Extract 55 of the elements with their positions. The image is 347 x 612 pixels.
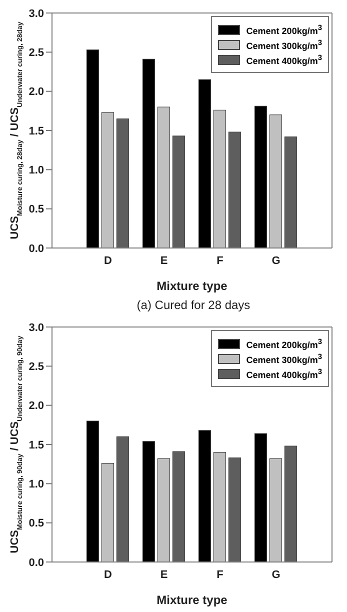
bar [172,136,186,248]
y-tick-label: 0.0 [28,556,44,569]
legend-label: Cement 300kg/m$^{3}$ [246,352,322,365]
bar [228,458,242,562]
bar [142,58,156,248]
bar [254,433,268,562]
x-tick-label: G [272,568,280,581]
y-tick-label: 1.0 [28,478,44,491]
y-tick-label: 1.5 [28,439,44,452]
bar [116,118,130,248]
y-tick-label: 2.0 [28,86,44,98]
legend-label: Cement 200kg/m$^{3}$ [246,337,322,350]
x-tick-label: E [160,254,168,267]
bar [213,110,226,248]
bar [86,50,100,248]
x-tick-label: D [104,254,112,267]
bar [284,136,298,248]
x-tick-label: F [216,254,224,267]
bar [172,451,186,562]
y-tick-label: 0.5 [28,204,44,216]
bar [116,436,130,562]
bar [254,106,268,248]
bar [284,446,298,562]
y-tick-label: 1.5 [28,125,44,138]
bar [198,430,212,562]
bar [228,132,242,248]
bar [269,114,282,248]
bar [157,458,170,562]
text: (a) Cured for 28 days [136,298,252,312]
bar [198,79,212,248]
legend-label: Cement 300kg/m$^{3}$ [246,38,322,51]
bar [101,112,114,248]
y-tick-label: 3.0 [28,8,44,20]
bar [269,458,282,562]
bar [142,441,156,562]
x-axis-title: Mixture type [156,593,228,607]
bar [213,452,226,562]
legend-label: Cement 200kg/m$^{3}$ [246,23,322,36]
bar [86,420,100,562]
x-tick-label: D [104,568,112,581]
x-tick-label: G [272,254,280,267]
x-tick-label: F [216,568,224,581]
bar [101,463,114,562]
legend-label: Cement 400kg/m$^{3}$ [246,53,322,66]
y-tick-label: 1.0 [28,164,44,177]
y-tick-label: 2.0 [28,400,44,412]
y-tick-label: 2.5 [28,47,44,60]
x-axis-title: Mixture type [156,279,228,293]
legend-label: Cement 400kg/m$^{3}$ [246,367,322,380]
bar [157,106,170,248]
y-tick-label: 2.5 [28,361,44,374]
y-tick-label: 0.5 [28,518,44,530]
x-tick-label: E [160,568,168,581]
y-tick-label: 3.0 [28,322,44,334]
y-tick-label: 0.0 [28,242,44,255]
